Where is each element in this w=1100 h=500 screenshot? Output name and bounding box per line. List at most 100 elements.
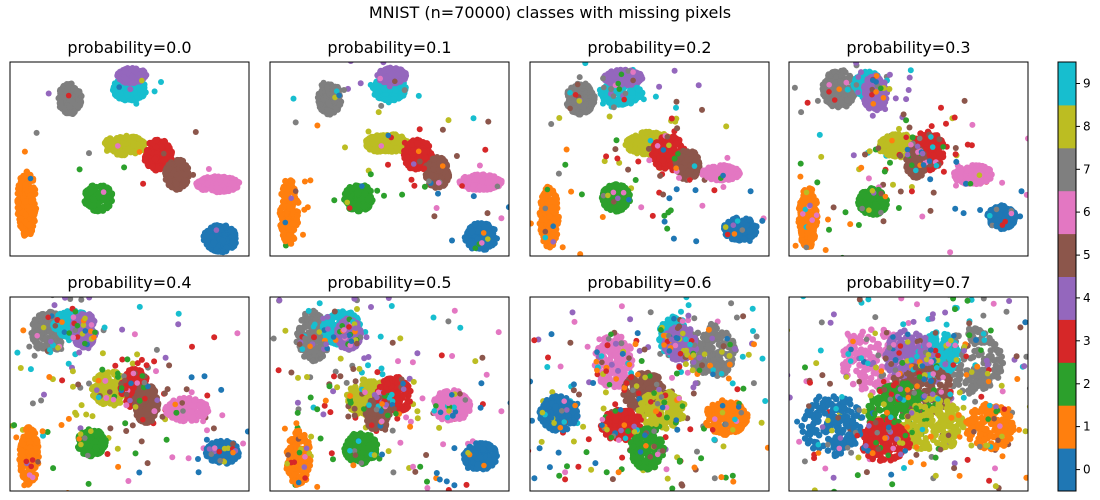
point [556, 115, 563, 121]
panel-title: probability=0.2 [587, 38, 711, 57]
point [144, 148, 152, 155]
point [113, 135, 121, 142]
point [711, 187, 718, 194]
point [287, 240, 295, 247]
point [630, 148, 637, 155]
point [210, 238, 218, 246]
point [285, 224, 293, 232]
point [14, 199, 22, 207]
point [401, 87, 408, 94]
point [671, 67, 678, 74]
point [290, 95, 297, 102]
point [200, 232, 208, 240]
point [325, 99, 332, 107]
panel-title: probability=0.1 [327, 38, 451, 57]
point [409, 141, 415, 148]
point [528, 179, 534, 185]
point [122, 76, 130, 83]
point [469, 185, 477, 193]
point [494, 235, 500, 242]
point [474, 228, 481, 235]
point [165, 165, 173, 173]
point [416, 126, 423, 133]
point [582, 80, 589, 87]
point [65, 92, 72, 99]
point [474, 236, 481, 243]
point [409, 151, 417, 158]
point [468, 228, 476, 236]
point [522, 94, 528, 100]
point [139, 140, 147, 148]
point [412, 165, 420, 173]
point [174, 158, 181, 165]
point [294, 212, 301, 219]
point [415, 148, 422, 155]
point [90, 196, 98, 203]
point [16, 183, 24, 191]
point [428, 172, 435, 179]
point [373, 89, 380, 97]
point [576, 74, 583, 81]
point [579, 103, 587, 111]
point [367, 171, 374, 178]
point [57, 99, 64, 106]
point [482, 146, 489, 153]
point [633, 138, 641, 146]
point [497, 179, 505, 186]
point [87, 186, 94, 193]
point [402, 147, 409, 155]
point [289, 220, 297, 227]
point [261, 193, 267, 199]
point [421, 165, 428, 172]
point [21, 148, 28, 155]
point [686, 171, 693, 179]
point [219, 237, 227, 245]
point [151, 155, 159, 163]
point [318, 106, 325, 113]
point [392, 78, 398, 85]
point [136, 85, 144, 93]
point [278, 190, 285, 198]
point [648, 131, 655, 138]
point [548, 121, 555, 127]
point [426, 178, 432, 184]
point [684, 148, 691, 155]
point [115, 143, 121, 149]
point [724, 154, 731, 161]
point [228, 233, 236, 240]
point [300, 231, 306, 238]
point [100, 194, 108, 202]
point [100, 189, 107, 195]
cluster-class-6 [193, 166, 243, 196]
point [98, 204, 105, 212]
point [116, 84, 122, 90]
point [484, 179, 492, 186]
point [435, 190, 441, 197]
point [336, 92, 342, 99]
point [69, 98, 76, 106]
point [628, 89, 636, 96]
point [476, 162, 483, 169]
point [718, 166, 725, 173]
point [636, 74, 643, 81]
point [706, 172, 714, 179]
point [152, 136, 160, 144]
point [684, 156, 691, 163]
point [603, 153, 610, 160]
point [378, 143, 385, 149]
point [381, 192, 387, 199]
point [280, 229, 287, 237]
point [28, 196, 36, 204]
point [410, 161, 417, 167]
point [402, 159, 410, 167]
point [401, 139, 408, 146]
point [204, 180, 211, 187]
point [385, 99, 392, 106]
point [699, 106, 705, 113]
point [399, 191, 406, 198]
point [669, 133, 677, 141]
point [213, 184, 221, 192]
point [576, 111, 584, 118]
point [505, 204, 509, 211]
point [292, 119, 299, 126]
